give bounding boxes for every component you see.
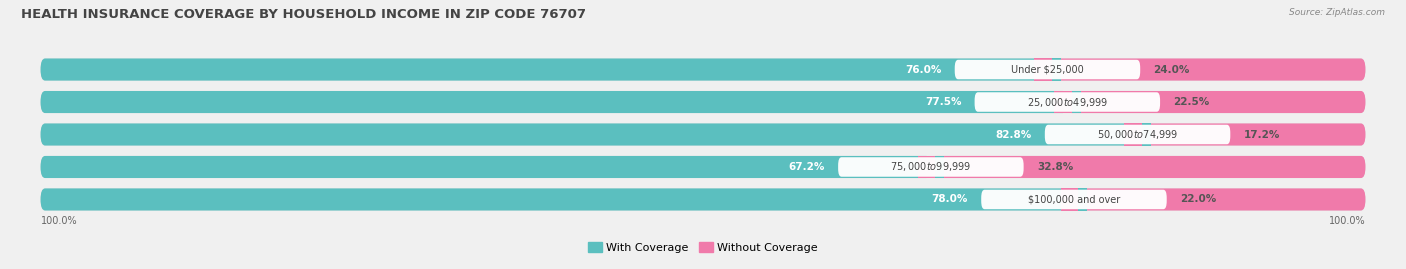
Text: Source: ZipAtlas.com: Source: ZipAtlas.com [1289, 8, 1385, 17]
Legend: With Coverage, Without Coverage: With Coverage, Without Coverage [588, 242, 818, 253]
Text: Under $25,000: Under $25,000 [1011, 65, 1084, 75]
Text: 67.2%: 67.2% [789, 162, 825, 172]
FancyBboxPatch shape [1133, 123, 1152, 146]
FancyBboxPatch shape [41, 156, 1365, 178]
FancyBboxPatch shape [974, 92, 1160, 112]
FancyBboxPatch shape [41, 58, 1047, 81]
Text: $100,000 and over: $100,000 and over [1028, 194, 1121, 204]
FancyBboxPatch shape [41, 91, 1365, 113]
Text: $25,000 to $49,999: $25,000 to $49,999 [1026, 95, 1108, 108]
Text: 22.0%: 22.0% [1180, 194, 1216, 204]
FancyBboxPatch shape [1125, 123, 1142, 146]
FancyBboxPatch shape [1060, 188, 1078, 211]
FancyBboxPatch shape [838, 157, 1024, 177]
FancyBboxPatch shape [1043, 58, 1060, 81]
FancyBboxPatch shape [41, 91, 1067, 113]
Text: 17.2%: 17.2% [1243, 129, 1279, 140]
FancyBboxPatch shape [41, 123, 1137, 146]
FancyBboxPatch shape [1054, 91, 1071, 113]
Text: 76.0%: 76.0% [905, 65, 942, 75]
FancyBboxPatch shape [981, 190, 1167, 209]
FancyBboxPatch shape [1047, 58, 1365, 81]
FancyBboxPatch shape [1070, 188, 1087, 211]
Text: $50,000 to $74,999: $50,000 to $74,999 [1097, 128, 1178, 141]
FancyBboxPatch shape [955, 60, 1140, 79]
FancyBboxPatch shape [931, 156, 1365, 178]
Text: 77.5%: 77.5% [925, 97, 962, 107]
FancyBboxPatch shape [1067, 91, 1365, 113]
FancyBboxPatch shape [41, 58, 1365, 81]
FancyBboxPatch shape [1137, 123, 1365, 146]
Text: 22.5%: 22.5% [1174, 97, 1209, 107]
Text: 24.0%: 24.0% [1153, 65, 1189, 75]
FancyBboxPatch shape [1045, 125, 1230, 144]
Text: 82.8%: 82.8% [995, 129, 1032, 140]
Text: HEALTH INSURANCE COVERAGE BY HOUSEHOLD INCOME IN ZIP CODE 76707: HEALTH INSURANCE COVERAGE BY HOUSEHOLD I… [21, 8, 586, 21]
Text: 100.0%: 100.0% [41, 215, 77, 226]
FancyBboxPatch shape [918, 156, 935, 178]
FancyBboxPatch shape [1074, 188, 1365, 211]
FancyBboxPatch shape [41, 188, 1074, 211]
Text: 100.0%: 100.0% [1329, 215, 1365, 226]
Text: 32.8%: 32.8% [1036, 162, 1073, 172]
FancyBboxPatch shape [41, 188, 1365, 211]
FancyBboxPatch shape [1035, 58, 1052, 81]
Text: 78.0%: 78.0% [932, 194, 967, 204]
FancyBboxPatch shape [41, 156, 931, 178]
FancyBboxPatch shape [927, 156, 945, 178]
FancyBboxPatch shape [1063, 91, 1081, 113]
Text: $75,000 to $99,999: $75,000 to $99,999 [890, 161, 972, 174]
FancyBboxPatch shape [41, 123, 1365, 146]
